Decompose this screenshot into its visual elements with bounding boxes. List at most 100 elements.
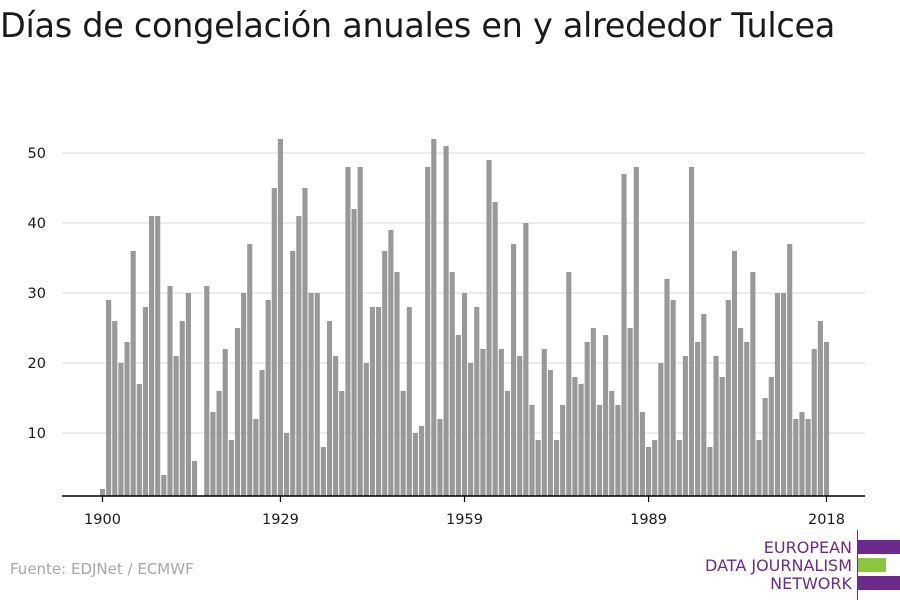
logo-line-3: NETWORK: [770, 574, 852, 593]
bar: [271, 188, 277, 496]
bar: [572, 377, 578, 496]
bar: [425, 167, 431, 496]
bar: [553, 440, 560, 496]
bar: [762, 398, 768, 496]
bar: [750, 272, 756, 496]
bar: [639, 412, 645, 496]
y-tick-label: 30: [28, 286, 46, 302]
bar: [529, 405, 535, 496]
y-tick-label: 40: [28, 216, 46, 232]
bar: [247, 244, 253, 496]
bar: [817, 321, 823, 496]
bar: [253, 419, 259, 496]
bar: [504, 391, 511, 496]
bar: [382, 251, 388, 496]
bar: [222, 349, 228, 496]
x-tick-label: 1929: [262, 512, 299, 528]
x-axis-ticks: 1900 1929 1959 1989 2018: [84, 496, 845, 528]
bar: [455, 335, 461, 496]
bar: [725, 300, 731, 496]
bar: [744, 342, 750, 496]
bar: [547, 370, 553, 496]
bar: [179, 321, 185, 496]
bar: [106, 300, 112, 496]
logo-divider: [857, 530, 858, 600]
y-tick-label: 10: [28, 426, 46, 442]
logo-line-2: DATA JOURNALISM: [705, 556, 852, 575]
bar: [351, 209, 357, 496]
bar: [437, 419, 443, 496]
bar: [707, 447, 713, 496]
bar: [793, 419, 799, 496]
x-tick-label: 2018: [808, 512, 845, 528]
bar: [326, 321, 333, 496]
bar: [363, 363, 369, 496]
bar: [314, 293, 320, 496]
bar: [560, 405, 566, 496]
bar: [517, 356, 523, 496]
bar: [333, 356, 339, 496]
bar: [523, 223, 529, 496]
bar: [167, 286, 173, 496]
bar: [596, 405, 603, 496]
bar: [480, 349, 486, 496]
bar: [376, 307, 382, 496]
bar: [811, 349, 817, 496]
bar: [339, 391, 345, 496]
bar: [394, 272, 400, 496]
bar: [161, 475, 167, 496]
bar: [228, 440, 234, 496]
bar: [345, 167, 351, 496]
bar: [130, 251, 136, 496]
logo-bar-2: [858, 558, 886, 572]
bar: [149, 216, 155, 496]
bar: [688, 167, 695, 496]
bar: [713, 356, 719, 496]
bar: [136, 384, 142, 496]
bar: [805, 419, 811, 496]
y-tick-label: 50: [28, 146, 46, 162]
bar: [210, 412, 216, 496]
x-tick-label: 1989: [630, 512, 667, 528]
bar: [388, 230, 394, 496]
bar: [474, 307, 480, 496]
bar: [277, 139, 283, 496]
bar: [357, 167, 363, 496]
y-tick-label: 20: [28, 356, 46, 372]
bar: [823, 342, 830, 496]
bar: [633, 167, 639, 496]
bar: [682, 356, 688, 496]
bar: [461, 293, 468, 496]
bar: [320, 447, 326, 496]
bar: [118, 363, 124, 496]
bar: [664, 279, 670, 496]
bar: [738, 328, 744, 496]
logo-bar-3: [858, 576, 900, 590]
edjnet-logo: EUROPEAN DATA JOURNALISM NETWORK: [700, 530, 900, 600]
bar: [719, 377, 725, 496]
bar: [492, 202, 498, 496]
bar: [486, 160, 492, 496]
bar: [155, 216, 161, 496]
logo-line-1: EUROPEAN: [763, 538, 852, 557]
bars: [99, 139, 830, 496]
bar: [234, 328, 241, 496]
bar: [185, 293, 191, 496]
chart-title: Días de congelación anuales en y alreded…: [0, 6, 836, 45]
bar: [418, 426, 425, 496]
bar: [535, 440, 541, 496]
bar: [566, 272, 572, 496]
bar: [578, 384, 584, 496]
bar: [756, 440, 762, 496]
bar: [308, 293, 314, 496]
bar: [695, 342, 701, 496]
bar: [670, 300, 676, 496]
x-tick-label: 1959: [446, 512, 483, 528]
bar: [124, 342, 130, 496]
bar: [603, 335, 609, 496]
bar: [369, 307, 376, 496]
bar: [216, 391, 222, 496]
bar: [658, 363, 664, 496]
bar: [204, 286, 210, 496]
